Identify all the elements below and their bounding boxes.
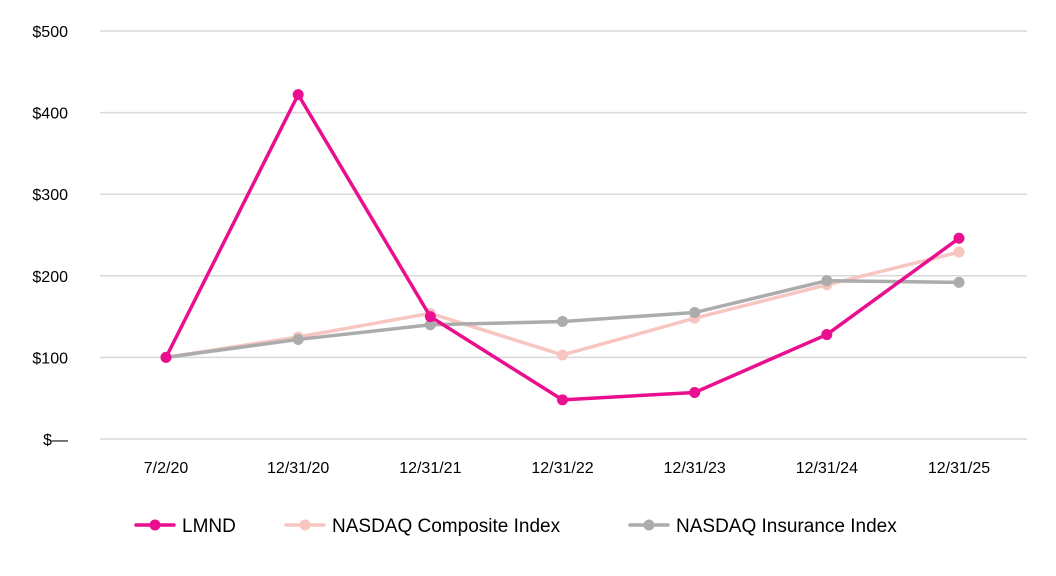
data-point-nasdaq-composite-index xyxy=(953,246,965,258)
legend: LMND NASDAQ Composite Index NASDAQ Insuran… xyxy=(134,516,897,537)
y-tick-label: $300 xyxy=(32,187,68,204)
data-point-lmnd xyxy=(160,351,172,363)
legend-item-nasdaq-insurance-index: NASDAQ Insurance Index xyxy=(628,516,897,537)
data-point-nasdaq-composite-index xyxy=(557,349,568,361)
data-point-nasdaq-insurance-index xyxy=(292,333,304,345)
legend-label: NASDAQ Insurance Index xyxy=(676,516,897,537)
data-point-nasdaq-insurance-index xyxy=(689,307,701,319)
data-point-lmnd xyxy=(689,386,701,398)
data-point-lmnd xyxy=(953,232,965,244)
x-axis: 7/2/20 12/31/20 12/31/21 12/31/22 12/31/23 12… xyxy=(144,460,990,477)
legend-label: LMND xyxy=(182,516,236,537)
y-tick-label: $200 xyxy=(32,269,68,286)
data-point-lmnd xyxy=(557,394,568,406)
x-tick-label: 12/31/21 xyxy=(399,460,461,477)
data-point-nasdaq-insurance-index xyxy=(557,315,568,327)
data-point-lmnd xyxy=(821,329,833,341)
data-point-nasdaq-insurance-index xyxy=(821,275,833,287)
data-point-lmnd xyxy=(292,89,304,101)
y-tick-label: $500 xyxy=(32,24,68,41)
x-tick-label: 7/2/20 xyxy=(144,460,189,477)
x-tick-label: 12/31/22 xyxy=(531,460,593,477)
y-axis: $— $100 $200 $300 $400 $500 xyxy=(32,24,68,449)
gridlines xyxy=(100,30,1027,440)
legend-swatch-marker xyxy=(299,519,311,531)
x-tick-label: 12/31/25 xyxy=(928,460,990,477)
data-point-nasdaq-insurance-index xyxy=(953,276,965,288)
data-point-nasdaq-insurance-index xyxy=(424,319,436,331)
legend-swatch-marker xyxy=(643,519,655,531)
x-tick-label: 12/31/20 xyxy=(267,460,329,477)
series-lmnd xyxy=(160,89,965,406)
data-point-lmnd xyxy=(424,311,436,323)
series-nasdaq-composite-index xyxy=(160,246,965,363)
x-tick-label: 12/31/24 xyxy=(796,460,858,477)
legend-swatch-marker xyxy=(149,519,161,531)
series-lines xyxy=(160,89,965,406)
x-tick-label: 12/31/23 xyxy=(664,460,726,477)
legend-label: NASDAQ Composite Index xyxy=(332,516,561,537)
y-tick-label: $— xyxy=(43,432,68,449)
y-tick-label: $100 xyxy=(32,350,68,367)
legend-item-nasdaq-composite-index: NASDAQ Composite Index xyxy=(284,516,561,537)
y-tick-label: $400 xyxy=(32,106,68,123)
series-nasdaq-insurance-index xyxy=(160,275,965,363)
legend-item-lmnd: LMND xyxy=(134,516,236,537)
